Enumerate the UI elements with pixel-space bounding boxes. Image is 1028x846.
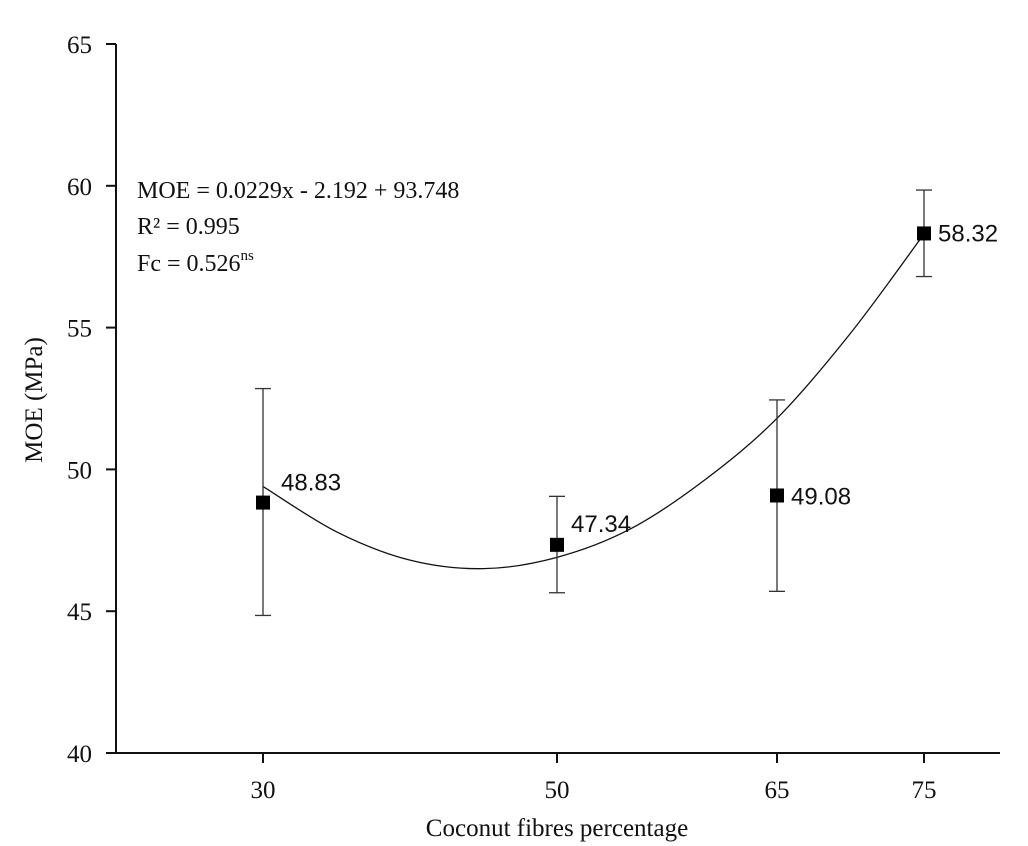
fc-text: Fc = 0.526 — [137, 251, 241, 277]
data-points — [256, 226, 931, 552]
fc-superscript: ns — [241, 248, 255, 264]
data-point — [550, 537, 564, 552]
data-point — [256, 495, 270, 510]
x-tick-label: 75 — [912, 777, 937, 804]
axes: 40 45 50 55 60 65 30 50 65 75 — [67, 32, 1000, 804]
data-point — [770, 488, 784, 503]
y-tick-label: 50 — [67, 457, 92, 484]
error-bars — [255, 189, 932, 617]
x-tick-label: 50 — [545, 777, 570, 804]
regression-equation: MOE = 0.0229x - 2.192 + 93.748 — [137, 178, 459, 204]
y-axis-title: MOE (MPa) — [21, 337, 48, 463]
data-label: 48.83 — [281, 470, 341, 497]
fc-value: Fc = 0.526ns — [137, 248, 254, 277]
data-label: 58.32 — [938, 220, 998, 247]
r-squared: R² = 0.995 — [137, 214, 240, 240]
y-tick-label: 65 — [67, 32, 92, 59]
x-tick-label: 65 — [765, 777, 790, 804]
regression-annotation: MOE = 0.0229x - 2.192 + 93.748 R² = 0.99… — [137, 178, 459, 277]
x-tick-label: 30 — [251, 777, 276, 804]
x-axis-title: Coconut fibres percentage — [426, 815, 688, 842]
trend-curve-layer — [262, 233, 925, 570]
data-label: 49.08 — [791, 483, 851, 510]
y-tick-label: 40 — [67, 741, 92, 768]
data-labels: 48.83 47.34 49.08 58.32 — [281, 220, 998, 537]
data-point — [917, 226, 931, 241]
y-tick-label: 60 — [67, 174, 92, 201]
data-label: 47.34 — [571, 511, 631, 538]
y-tick-label: 45 — [67, 599, 92, 626]
y-tick-label: 55 — [67, 316, 92, 343]
trend-curve — [262, 233, 925, 570]
